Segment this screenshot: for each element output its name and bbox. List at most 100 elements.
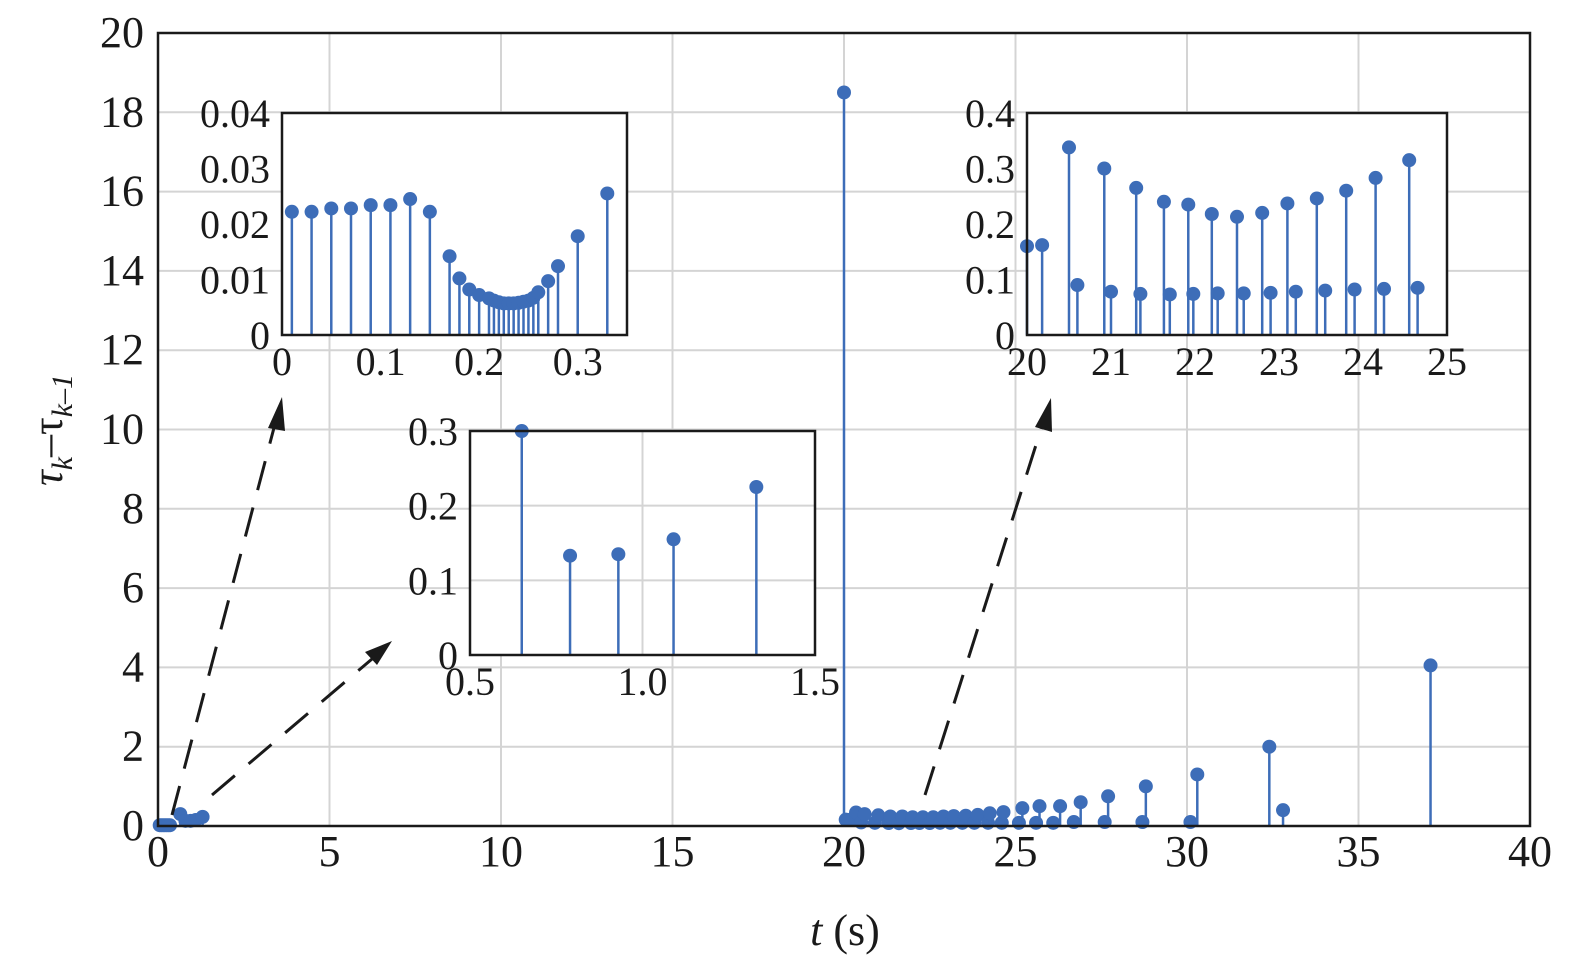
zoom-arrow-a (170, 423, 277, 816)
inset-c-x-tick-label: 23 (1259, 339, 1299, 384)
main-data-point (1073, 795, 1088, 810)
inset-b-y-tick-label: 0.3 (408, 409, 458, 454)
main-data-point (857, 807, 872, 822)
inset-a-data-point (383, 198, 398, 213)
inset-b-frame (468, 429, 817, 657)
x-axis-label: t (s) (810, 906, 880, 955)
inset-c-data-point (1162, 287, 1177, 302)
main-data-point (1032, 799, 1047, 814)
main-x-tick-label: 25 (994, 827, 1038, 876)
inset-c-data-point (1368, 170, 1383, 185)
main-y-tick-label: 14 (100, 246, 144, 295)
main-y-tick-label: 18 (100, 87, 144, 136)
inset-c-data-point (1318, 283, 1333, 298)
inset-c-data-point (1263, 285, 1278, 300)
inset-c-y-tick-label: 0.2 (965, 202, 1015, 247)
inset-a-stem-series (284, 186, 615, 335)
inset-a-data-point (344, 201, 358, 216)
inset-b-x-tick-label: 1.0 (618, 659, 668, 704)
inset-c-data-point (1339, 183, 1354, 198)
main-data-point (982, 806, 997, 821)
main-y-tick-label: 10 (100, 405, 144, 454)
zoom-arrow-a-head (268, 397, 285, 431)
inset-c-data-point (1410, 280, 1425, 295)
main-data-point (1101, 789, 1116, 804)
inset-c-data-point (1097, 161, 1112, 176)
inset-a-y-tick-label: 0.02 (200, 202, 270, 247)
inset-a-y-tick-label: 0.04 (200, 91, 270, 136)
inset-c-y-tick-label: 0.4 (965, 91, 1015, 136)
inset-a-x-tick-label: 0 (272, 339, 292, 384)
inset-a-y-tick-label: 0.01 (200, 258, 270, 303)
inset-c-data-point (1309, 191, 1324, 206)
inset-c-data-point (1280, 196, 1295, 211)
inset-c-y-tick-label: 0.1 (965, 258, 1015, 303)
zoom-arrow-c (923, 425, 1044, 796)
inset-c-data-point (1255, 205, 1270, 220)
main-y-tick-label: 6 (122, 563, 144, 612)
main-data-point (1190, 767, 1205, 782)
inset-b-tick-labels: 0.5 1.0 1.5 0 0.1 0.2 0.3 (408, 409, 840, 704)
inset-c-stem-series (1020, 140, 1425, 335)
inset-c-y-tick-label: 0.3 (965, 147, 1015, 192)
inset-c-data-point (1402, 153, 1417, 168)
main-y-tick-label: 20 (100, 8, 144, 57)
inset-b-x-tick-label: 0.5 (445, 659, 495, 704)
main-data-point (195, 809, 210, 824)
main-data-point (1423, 658, 1438, 673)
main-data-point (1276, 803, 1291, 818)
inset-b-x-tick-label: 1.5 (790, 659, 840, 704)
inset-c-data-point (1181, 197, 1196, 212)
inset-a-y-tick-label: 0 (250, 313, 270, 358)
main-x-tick-label: 15 (651, 827, 695, 876)
inset-c-x-tick-label: 20 (1007, 339, 1047, 384)
main-data-point (1053, 799, 1068, 814)
zoom-arrow-b-head (365, 641, 392, 665)
inset-c-data-point (1204, 207, 1219, 222)
inset-c-frame (1025, 111, 1449, 337)
main-x-tick-label: 35 (1337, 827, 1381, 876)
main-x-tick-label: 20 (822, 827, 866, 876)
main-plot-frame (156, 31, 1532, 828)
main-data-point (1046, 815, 1061, 830)
inset-a-data-point (541, 274, 556, 289)
inset-a-data-point (284, 204, 299, 219)
inset-c-data-point (1210, 286, 1225, 301)
inset-c-data-point (1070, 278, 1085, 293)
inset-b-data-point (563, 548, 578, 563)
inset-a-y-tick-label: 0.03 (200, 147, 270, 192)
inset-c-x-tick-label: 24 (1343, 339, 1383, 384)
inset-c-data-point (1236, 286, 1251, 301)
inset-a-data-point (570, 229, 585, 244)
inset-a-data-point (452, 271, 467, 286)
main-x-tick-label: 40 (1508, 827, 1552, 876)
inset-c-x-tick-label: 21 (1091, 339, 1131, 384)
inset-a-data-point (551, 259, 565, 274)
inset-c-data-point (1186, 286, 1201, 301)
inset-a-data-point (403, 192, 418, 207)
main-y-tick-label: 8 (122, 484, 144, 533)
main-data-point (970, 807, 985, 822)
inset-a-background (282, 113, 627, 335)
inset-a-data-point (324, 201, 339, 216)
inset-a-data-point (442, 249, 457, 264)
inset-a-data-point (600, 186, 615, 201)
inset-c-data-point (1062, 140, 1076, 155)
inset-b-data-point (611, 547, 626, 562)
inset-a-data-point (363, 198, 378, 213)
inset-a-data-point (422, 204, 437, 219)
zoom-arrow-c-head (1035, 398, 1052, 432)
inset-c-data-point (1347, 282, 1362, 297)
main-y-tick-label: 16 (100, 167, 144, 216)
main-x-tick-label: 5 (319, 827, 341, 876)
main-stem-series (152, 85, 1438, 833)
inset-c-data-point (1377, 281, 1391, 296)
inset-c-data-point (1035, 238, 1050, 253)
inset-a-data-point (531, 285, 546, 300)
main-y-tick-label: 0 (122, 801, 144, 850)
main-x-tick-label: 30 (1165, 827, 1209, 876)
zoom-arrows (170, 397, 1052, 816)
inset-b-stem-series (514, 424, 764, 655)
